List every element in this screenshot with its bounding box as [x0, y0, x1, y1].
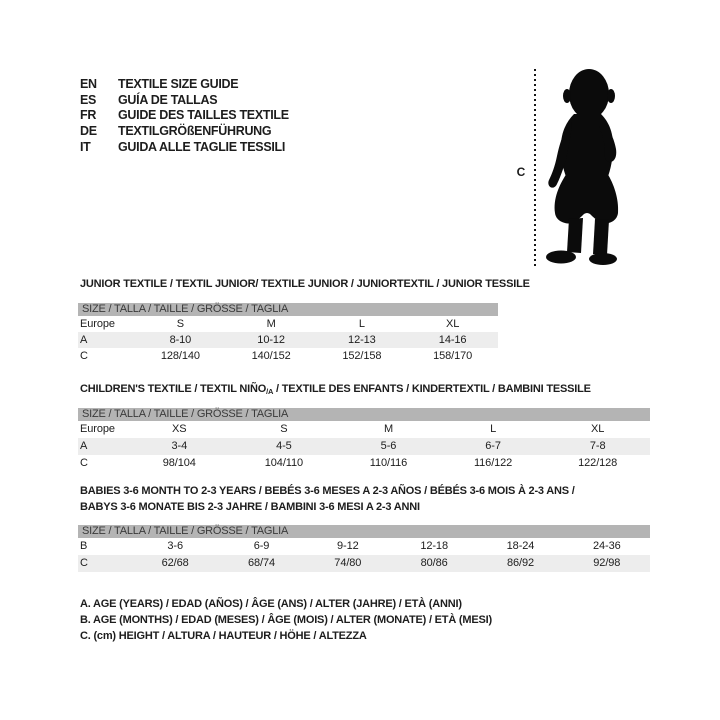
table-cell: XL	[591, 423, 605, 435]
language-title: GUIDE DES TAILLES TEXTILE	[118, 108, 289, 123]
row-label: C	[80, 350, 88, 362]
row-label: B	[80, 540, 88, 552]
table-cell: 3-4	[171, 440, 188, 452]
table-cell: 128/140	[160, 350, 200, 362]
language-title: GUIDA ALLE TAGLIE TESSILI	[118, 139, 286, 154]
children-title-subscript: /A	[266, 387, 274, 396]
language-title: GUÍA DE TALLAS	[118, 92, 218, 107]
table-cell: XL	[445, 318, 460, 330]
table-cell: L	[490, 423, 497, 435]
size-header-bar: SIZE / TALLA / TAILLE / GRÖSSE / TAGLIA	[78, 408, 650, 421]
table-cell: L	[358, 318, 365, 330]
table-cell: 12-18	[420, 540, 448, 552]
table-cell: 68/74	[247, 557, 275, 569]
table-row-height-cm: C 128/140 140/152 152/158 158/170	[78, 348, 498, 364]
table-cell: 7-8	[589, 440, 606, 452]
language-title-list: EN TEXTILE SIZE GUIDE ES GUÍA DE TALLAS …	[80, 77, 289, 155]
language-code: EN	[80, 77, 97, 91]
babies-size-table: SIZE / TALLA / TAILLE / GRÖSSE / TAGLIA …	[78, 525, 650, 572]
table-row-age-years: A 3-4 4-5 5-6 6-7 7-8	[78, 438, 650, 455]
row-label: A	[80, 440, 88, 452]
language-row-en: EN TEXTILE SIZE GUIDE	[80, 77, 289, 93]
table-row-age-months: B 3-6 6-9 9-12 12-18 18-24 24-36	[78, 538, 650, 555]
language-code: IT	[80, 139, 91, 154]
table-cell: 9-12	[337, 540, 359, 552]
row-label: A	[80, 334, 88, 346]
size-header-bar: SIZE / TALLA / TAILLE / GRÖSSE / TAGLIA	[78, 303, 498, 316]
table-cell: M	[266, 318, 276, 330]
table-row-age-years: A 8-10 10-12 12-13 14-16	[78, 332, 498, 348]
children-section-title: CHILDREN'S TEXTILE / TEXTIL NIÑO/A / TEX…	[80, 381, 591, 400]
height-measure-label: C	[516, 165, 526, 179]
table-row-europe: Europe S M L XL	[78, 316, 498, 332]
legend-line-a: A. AGE (YEARS) / EDAD (AÑOS) / ÂGE (ANS)…	[80, 598, 462, 610]
language-code: FR	[80, 108, 97, 123]
babies-title-line2: BABYS 3-6 MONATE BIS 2-3 JAHRE / BAMBINI…	[80, 501, 420, 513]
table-cell: 62/68	[161, 557, 189, 569]
table-cell: 74/80	[334, 557, 362, 569]
table-cell: 92/98	[593, 557, 621, 569]
table-cell: 5-6	[380, 440, 397, 452]
row-label: Europe	[80, 318, 115, 330]
height-measure-dotted-line	[534, 69, 536, 266]
language-row-es: ES GUÍA DE TALLAS	[80, 93, 289, 109]
language-code: ES	[80, 92, 97, 107]
language-row-it: IT GUIDA ALLE TAGLIE TESSILI	[80, 140, 289, 156]
row-label: C	[80, 557, 88, 569]
children-title-main: CHILDREN'S TEXTILE / TEXTIL NIÑO	[80, 383, 267, 395]
legend-line-b: B. AGE (MONTHS) / EDAD (MESES) / ÂGE (MO…	[80, 614, 492, 626]
legend: A. AGE (YEARS) / EDAD (AÑOS) / ÂGE (ANS)…	[80, 596, 492, 644]
junior-size-table: SIZE / TALLA / TAILLE / GRÖSSE / TAGLIA …	[78, 303, 498, 364]
language-code: DE	[80, 124, 97, 139]
table-cell: 140/152	[251, 350, 291, 362]
toddler-silhouette-icon	[540, 66, 628, 268]
table-cell: 3-6	[167, 540, 183, 552]
table-cell: S	[280, 423, 288, 435]
table-cell: 18-24	[506, 540, 535, 552]
table-cell: 6-7	[485, 440, 501, 452]
table-row-height-cm: C 62/68 68/74 74/80 80/86 86/92 92/98	[78, 555, 650, 572]
table-cell: 10-12	[257, 334, 285, 346]
table-cell: 158/170	[433, 350, 473, 362]
table-cell: 4-5	[276, 440, 292, 452]
language-row-de: DE TEXTILGRÖßENFÜHRUNG	[80, 124, 289, 140]
table-cell: 104/110	[264, 457, 304, 469]
children-title-rest: / TEXTILE DES ENFANTS / KINDERTEXTIL / B…	[273, 383, 591, 395]
table-cell: M	[383, 423, 394, 435]
table-cell: 152/158	[342, 350, 382, 362]
table-cell: 116/122	[473, 457, 513, 469]
language-title: TEXTILGRÖßENFÜHRUNG	[118, 124, 272, 139]
row-label: C	[80, 457, 88, 469]
babies-section-title: BABIES 3-6 MONTH TO 2-3 YEARS / BEBÉS 3-…	[80, 483, 575, 515]
table-cell: 14-16	[438, 334, 467, 346]
legend-line-c: C. (cm) HEIGHT / ALTURA / HAUTEUR / HÖHE…	[80, 630, 367, 642]
table-cell: 80/86	[420, 557, 448, 569]
table-cell: 98/104	[162, 457, 196, 469]
table-cell: 86/92	[506, 557, 534, 569]
language-row-fr: FR GUIDE DES TAILLES TEXTILE	[80, 108, 289, 124]
table-cell: 6-9	[253, 540, 270, 552]
junior-section-title: JUNIOR TEXTILE / TEXTIL JUNIOR/ TEXTILE …	[80, 278, 530, 290]
table-cell: 122/128	[578, 457, 618, 469]
language-title: TEXTILE SIZE GUIDE	[118, 77, 239, 91]
table-cell: 8-10	[169, 334, 192, 346]
table-cell: 24-36	[592, 540, 621, 552]
table-row-height-cm: C 98/104 104/110 110/116 116/122 122/128	[78, 455, 650, 472]
table-cell: XS	[172, 423, 187, 435]
table-cell: 12-13	[348, 334, 376, 346]
row-label: Europe	[80, 423, 115, 435]
table-cell: S	[176, 318, 184, 330]
table-row-europe: Europe XS S M L XL	[78, 421, 650, 438]
babies-title-line1: BABIES 3-6 MONTH TO 2-3 YEARS / BEBÉS 3-…	[80, 485, 575, 497]
size-header-bar: SIZE / TALLA / TAILLE / GRÖSSE / TAGLIA	[78, 525, 650, 538]
table-cell: 110/116	[369, 457, 408, 469]
children-size-table: SIZE / TALLA / TAILLE / GRÖSSE / TAGLIA …	[78, 408, 650, 472]
